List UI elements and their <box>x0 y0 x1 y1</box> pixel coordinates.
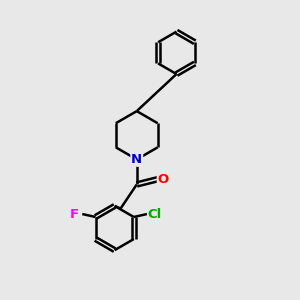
Text: Cl: Cl <box>148 208 162 220</box>
Text: O: O <box>158 172 169 186</box>
Text: F: F <box>70 208 79 220</box>
Text: N: N <box>131 153 142 166</box>
